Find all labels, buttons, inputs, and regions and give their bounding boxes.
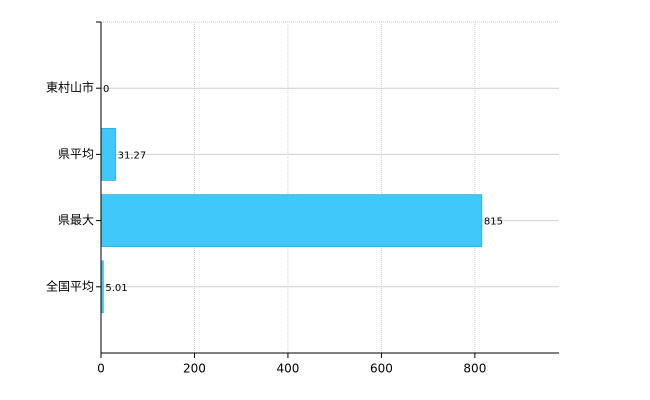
y-tick-label: 県平均 [58,147,94,161]
y-tick-label: 全国平均 [46,278,94,293]
bar [100,194,483,247]
y-tick-label: 県最大 [58,213,94,227]
x-tick-label: 200 [183,362,206,376]
x-tick-label: 800 [463,362,486,376]
x-tick-label: 600 [370,362,393,376]
x-tick-label: 400 [276,362,299,376]
value-label: 5.01 [105,283,127,294]
y-tick-label: 東村山市 [46,80,94,95]
value-label: 0 [103,84,109,95]
value-label: 31.27 [118,150,147,161]
value-label: 815 [484,217,503,228]
bar [100,128,116,181]
x-tick-label: 0 [97,362,105,376]
